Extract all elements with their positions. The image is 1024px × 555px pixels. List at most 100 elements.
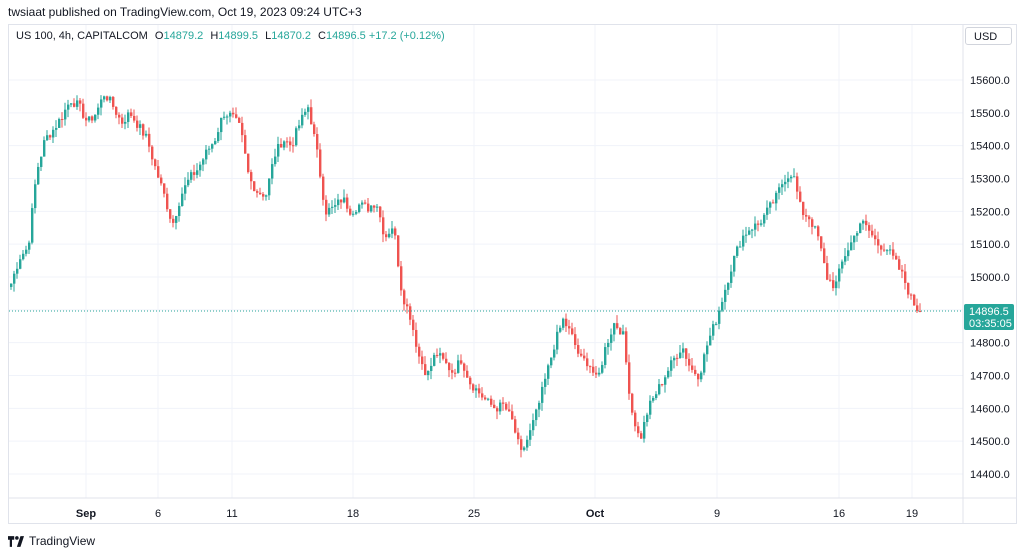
candle-body bbox=[376, 206, 379, 208]
candle-body bbox=[844, 256, 847, 262]
price-axis: 14400.014500.014600.014700.014800.014900… bbox=[970, 75, 1010, 481]
candle-body bbox=[838, 268, 841, 282]
candle-body bbox=[157, 166, 160, 178]
candle-body bbox=[262, 194, 265, 197]
candle-body bbox=[568, 326, 571, 329]
candle-body bbox=[313, 124, 316, 135]
bar-countdown: 03:35:05 bbox=[969, 318, 1012, 330]
footer-brand[interactable]: TradingView bbox=[8, 534, 95, 548]
candle-body bbox=[880, 245, 883, 250]
candle-body bbox=[784, 181, 787, 185]
candle-body bbox=[175, 216, 178, 223]
candle-body bbox=[70, 103, 73, 105]
candle-body bbox=[49, 135, 52, 138]
candle-body bbox=[484, 397, 487, 400]
candle-body bbox=[178, 206, 181, 217]
candle-body bbox=[604, 347, 607, 365]
candle-body bbox=[208, 148, 211, 150]
candle-body bbox=[574, 334, 577, 346]
candle-body bbox=[16, 268, 19, 274]
candle-body bbox=[859, 223, 862, 234]
close-value: 14896.5 bbox=[326, 30, 366, 42]
candle-body bbox=[868, 225, 871, 231]
candle-body bbox=[421, 356, 424, 365]
candle-body bbox=[205, 149, 208, 160]
candle-body bbox=[571, 328, 574, 335]
candle-body bbox=[298, 125, 301, 129]
candle-body bbox=[148, 133, 151, 147]
candle-body bbox=[712, 324, 715, 336]
candle-body bbox=[508, 409, 511, 412]
candle-body bbox=[673, 357, 676, 361]
candle-body bbox=[580, 353, 583, 356]
candle-body bbox=[184, 185, 187, 194]
candle-body bbox=[847, 250, 850, 257]
candle-body bbox=[631, 393, 634, 413]
price-tick-label: 15000.0 bbox=[970, 272, 1010, 284]
candle-body bbox=[220, 117, 223, 133]
candle-body bbox=[229, 112, 232, 117]
candle-body bbox=[124, 121, 127, 124]
candle-body bbox=[166, 193, 169, 210]
candle-body bbox=[457, 360, 460, 373]
candle-body bbox=[316, 134, 319, 150]
time-tick-label: Oct bbox=[586, 508, 605, 520]
candle-body bbox=[907, 282, 910, 295]
candle-body bbox=[913, 294, 916, 306]
candle-body bbox=[730, 271, 733, 283]
candle-body bbox=[211, 144, 214, 149]
candle-body bbox=[334, 205, 337, 207]
candle-body bbox=[544, 378, 547, 387]
candle-body bbox=[373, 205, 376, 208]
candle-body bbox=[433, 354, 436, 366]
candle-body bbox=[679, 352, 682, 358]
candle-body bbox=[169, 209, 172, 219]
candle-body bbox=[724, 289, 727, 302]
candle-body bbox=[82, 103, 85, 118]
candle-body bbox=[721, 301, 724, 311]
symbol-legend: US 100, 4h, CAPITALCOM O14879.2 H14899.5… bbox=[16, 30, 445, 42]
candle-body bbox=[895, 255, 898, 260]
candle-body bbox=[634, 412, 637, 427]
last-price-box bbox=[964, 303, 1014, 330]
candle-body bbox=[199, 164, 202, 171]
candle-body bbox=[382, 217, 385, 235]
candle-body bbox=[223, 116, 226, 118]
candle-body bbox=[31, 208, 34, 243]
candle-body bbox=[52, 129, 55, 138]
candle-body bbox=[598, 372, 601, 375]
candle-body bbox=[106, 96, 109, 101]
candle-body bbox=[772, 202, 775, 204]
candle-body bbox=[886, 250, 889, 252]
candle-body bbox=[88, 116, 91, 121]
candle-body bbox=[85, 117, 88, 121]
candle-body bbox=[802, 201, 805, 216]
candle-body bbox=[13, 273, 16, 284]
candle-body bbox=[385, 234, 388, 238]
candle-body bbox=[265, 195, 268, 197]
candle-body bbox=[130, 112, 133, 116]
price-tick-label: 14400.0 bbox=[970, 469, 1010, 481]
candle-body bbox=[649, 400, 652, 415]
price-tick-label: 14600.0 bbox=[970, 403, 1010, 415]
candle-body bbox=[361, 202, 364, 205]
candle-body bbox=[274, 156, 277, 165]
candle-body bbox=[61, 119, 64, 121]
candle-body bbox=[613, 323, 616, 335]
candle-body bbox=[391, 228, 394, 234]
candle-body bbox=[697, 373, 700, 380]
candle-body bbox=[874, 235, 877, 240]
candle-body bbox=[367, 203, 370, 212]
candle-body bbox=[547, 365, 550, 379]
price-tick-label: 15400.0 bbox=[970, 141, 1010, 153]
candle-body bbox=[709, 335, 712, 346]
candle-body bbox=[202, 159, 205, 165]
candle-body bbox=[37, 166, 40, 185]
candle-body bbox=[643, 422, 646, 439]
candle-body bbox=[256, 191, 259, 193]
currency-button[interactable]: USD bbox=[965, 27, 1012, 45]
time-tick-label: 25 bbox=[468, 508, 480, 520]
candle-body bbox=[136, 120, 139, 128]
high-label: H bbox=[210, 30, 219, 42]
